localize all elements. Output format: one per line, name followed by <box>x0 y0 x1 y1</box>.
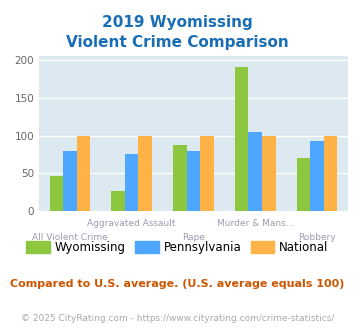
Text: © 2025 CityRating.com - https://www.cityrating.com/crime-statistics/: © 2025 CityRating.com - https://www.city… <box>21 314 334 323</box>
Bar <box>50 176 63 211</box>
Bar <box>324 136 337 211</box>
Bar <box>248 132 262 211</box>
Bar <box>187 151 200 211</box>
Bar <box>235 67 248 211</box>
Bar <box>200 136 214 211</box>
Bar <box>310 141 324 211</box>
Text: Rape: Rape <box>182 233 205 242</box>
Text: Murder & Mans...: Murder & Mans... <box>217 219 294 228</box>
Bar <box>63 151 77 211</box>
Text: Robbery: Robbery <box>298 233 336 242</box>
Bar <box>77 136 90 211</box>
Bar <box>173 145 187 211</box>
Text: Compared to U.S. average. (U.S. average equals 100): Compared to U.S. average. (U.S. average … <box>10 279 345 289</box>
Bar <box>262 136 275 211</box>
Legend: Wyomissing, Pennsylvania, National: Wyomissing, Pennsylvania, National <box>22 236 333 259</box>
Bar <box>297 158 310 211</box>
Bar <box>111 191 125 211</box>
Text: Violent Crime Comparison: Violent Crime Comparison <box>66 35 289 50</box>
Text: 2019 Wyomissing: 2019 Wyomissing <box>102 15 253 30</box>
Text: Aggravated Assault: Aggravated Assault <box>87 219 176 228</box>
Text: All Violent Crime: All Violent Crime <box>32 233 108 242</box>
Bar <box>138 136 152 211</box>
Bar <box>125 154 138 211</box>
